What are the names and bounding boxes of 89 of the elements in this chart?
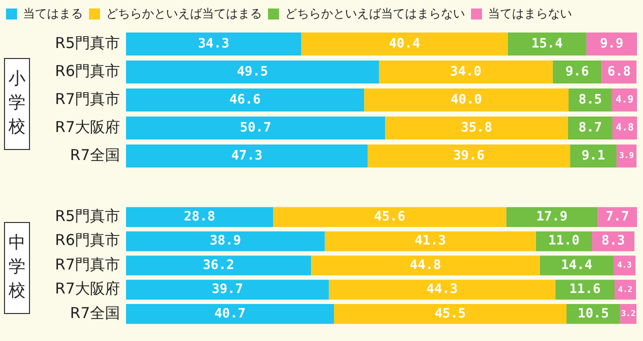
y-axis-title: 小学校 bbox=[4, 58, 30, 150]
data-label: 34.0 bbox=[450, 64, 482, 80]
data-label: 15.4 bbox=[531, 36, 563, 52]
data-label: 9.9 bbox=[600, 36, 624, 52]
data-label: 4.9 bbox=[615, 94, 634, 106]
data-label: 6.8 bbox=[607, 64, 632, 80]
bar bbox=[126, 304, 334, 324]
data-label: 47.3 bbox=[231, 148, 263, 164]
data-label: 41.3 bbox=[414, 234, 446, 249]
data-label: 11.6 bbox=[569, 282, 601, 298]
data-label: 40.4 bbox=[388, 36, 420, 52]
data-label: 40.0 bbox=[450, 92, 482, 108]
bar bbox=[506, 207, 598, 228]
y-tick-label: R7全国 bbox=[70, 304, 120, 322]
bar bbox=[328, 280, 556, 300]
bar bbox=[616, 144, 636, 168]
y-tick-label: R6門真市 bbox=[55, 62, 120, 80]
data-label: 45.6 bbox=[374, 209, 406, 224]
y-tick-label: R7大阪府 bbox=[55, 280, 120, 298]
bar bbox=[613, 256, 636, 276]
data-label: 10.5 bbox=[578, 306, 609, 322]
data-label: 39.7 bbox=[212, 282, 244, 298]
bar bbox=[614, 280, 636, 300]
bar bbox=[378, 60, 553, 84]
bar bbox=[586, 32, 637, 56]
data-label: 8.7 bbox=[578, 120, 602, 136]
data-label: 50.7 bbox=[240, 120, 272, 136]
bar bbox=[126, 280, 329, 300]
bar bbox=[508, 32, 586, 56]
y-tick-label: R7大阪府 bbox=[55, 118, 120, 136]
bar bbox=[334, 304, 566, 324]
data-label: 46.6 bbox=[229, 92, 261, 108]
y-tick-label: R7門真市 bbox=[55, 90, 120, 108]
bar bbox=[126, 60, 379, 84]
bar bbox=[301, 32, 508, 56]
legend-label: どちらかといえば当てはまる bbox=[106, 6, 262, 20]
data-label: 45.5 bbox=[434, 306, 466, 322]
bar bbox=[568, 116, 612, 140]
bar bbox=[126, 256, 311, 276]
data-label: 38.9 bbox=[210, 234, 242, 249]
bar bbox=[273, 207, 506, 228]
y-tick-label: R7門真市 bbox=[55, 255, 120, 274]
data-label: 17.9 bbox=[536, 209, 568, 224]
data-label: 49.5 bbox=[236, 64, 268, 80]
data-label: 44.8 bbox=[410, 258, 442, 273]
data-label: 34.3 bbox=[198, 36, 230, 52]
data-label: 44.3 bbox=[426, 282, 458, 298]
bar bbox=[368, 144, 570, 168]
bar bbox=[540, 256, 614, 276]
y-tick-label: R6門真市 bbox=[55, 231, 120, 250]
data-label: 14.4 bbox=[561, 258, 593, 273]
bar bbox=[552, 60, 602, 84]
bar bbox=[620, 304, 636, 324]
bar bbox=[570, 144, 617, 168]
y-tick-label: R5門真市 bbox=[55, 34, 120, 52]
data-label: 11.0 bbox=[548, 234, 580, 249]
data-label: 3.2 bbox=[621, 308, 636, 318]
bar bbox=[598, 207, 637, 228]
data-label: 36.2 bbox=[202, 258, 234, 273]
bar bbox=[126, 144, 368, 168]
bar bbox=[126, 32, 302, 56]
bar bbox=[310, 256, 540, 276]
data-label: 39.6 bbox=[453, 148, 485, 164]
data-label: 40.7 bbox=[214, 306, 246, 322]
data-label: 7.7 bbox=[606, 209, 630, 224]
bar bbox=[385, 116, 568, 140]
data-label: 8.5 bbox=[578, 92, 602, 108]
data-label: 4.8 bbox=[616, 122, 634, 134]
data-label: 9.6 bbox=[565, 64, 590, 80]
y-axis-title: 中学校 bbox=[4, 222, 30, 314]
bar bbox=[126, 231, 325, 252]
data-label: 35.8 bbox=[460, 120, 492, 136]
data-label: 4.2 bbox=[618, 284, 633, 294]
y-tick-label: R5門真市 bbox=[55, 206, 120, 225]
bar bbox=[364, 88, 569, 112]
data-label: 28.8 bbox=[184, 209, 216, 224]
bar bbox=[324, 231, 536, 252]
bar bbox=[126, 88, 364, 112]
data-label: 8.3 bbox=[601, 234, 625, 249]
bar bbox=[126, 116, 386, 140]
bar bbox=[126, 207, 274, 228]
legend-label: 当てはまる bbox=[23, 6, 83, 20]
data-label: 9.1 bbox=[582, 148, 606, 164]
legend-label: どちらかといえば当てはまらない bbox=[285, 6, 465, 20]
legend-label: 当てはまらない bbox=[488, 6, 572, 20]
y-tick-label: R7全国 bbox=[70, 146, 120, 164]
data-label: 4.3 bbox=[617, 260, 632, 270]
data-label: 3.9 bbox=[619, 151, 634, 160]
bar bbox=[568, 88, 612, 112]
